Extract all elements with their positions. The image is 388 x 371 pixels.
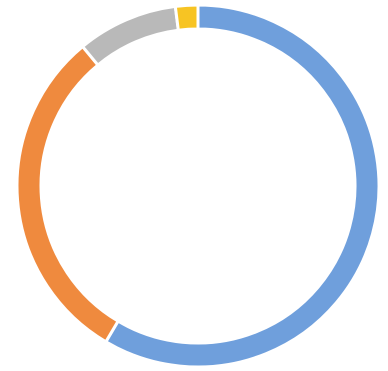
donut-segment-2 — [17, 47, 118, 342]
donut-segment-3 — [83, 6, 179, 65]
donut-segment-1 — [106, 5, 379, 367]
donut-segment-4 — [175, 5, 198, 30]
